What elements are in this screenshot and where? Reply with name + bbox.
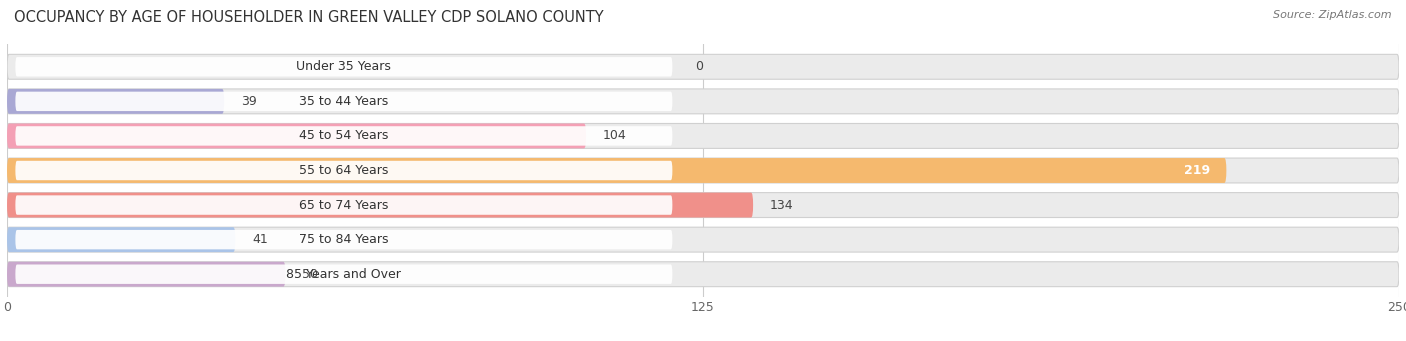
Text: 35 to 44 Years: 35 to 44 Years — [299, 95, 388, 108]
Text: Source: ZipAtlas.com: Source: ZipAtlas.com — [1274, 10, 1392, 20]
Text: 219: 219 — [1184, 164, 1209, 177]
FancyBboxPatch shape — [7, 89, 1399, 114]
FancyBboxPatch shape — [15, 126, 672, 146]
FancyBboxPatch shape — [7, 123, 586, 148]
Text: 75 to 84 Years: 75 to 84 Years — [299, 233, 388, 246]
FancyBboxPatch shape — [7, 123, 1399, 148]
Text: 39: 39 — [240, 95, 257, 108]
FancyBboxPatch shape — [15, 195, 672, 215]
Text: OCCUPANCY BY AGE OF HOUSEHOLDER IN GREEN VALLEY CDP SOLANO COUNTY: OCCUPANCY BY AGE OF HOUSEHOLDER IN GREEN… — [14, 10, 603, 25]
FancyBboxPatch shape — [7, 158, 1399, 183]
Text: 0: 0 — [695, 60, 703, 73]
Text: 50: 50 — [302, 268, 318, 281]
FancyBboxPatch shape — [7, 193, 754, 218]
Text: 41: 41 — [252, 233, 267, 246]
FancyBboxPatch shape — [15, 161, 672, 180]
FancyBboxPatch shape — [15, 92, 672, 111]
FancyBboxPatch shape — [7, 227, 235, 252]
FancyBboxPatch shape — [7, 227, 1399, 252]
FancyBboxPatch shape — [7, 262, 285, 287]
FancyBboxPatch shape — [7, 262, 1399, 287]
Text: 65 to 74 Years: 65 to 74 Years — [299, 198, 388, 211]
FancyBboxPatch shape — [7, 158, 1226, 183]
Text: 45 to 54 Years: 45 to 54 Years — [299, 130, 388, 143]
Text: Under 35 Years: Under 35 Years — [297, 60, 391, 73]
FancyBboxPatch shape — [15, 230, 672, 249]
FancyBboxPatch shape — [7, 89, 224, 114]
FancyBboxPatch shape — [7, 54, 1399, 79]
Text: 134: 134 — [770, 198, 793, 211]
Text: 85 Years and Over: 85 Years and Over — [287, 268, 401, 281]
FancyBboxPatch shape — [7, 193, 1399, 218]
Text: 104: 104 — [603, 130, 627, 143]
Text: 55 to 64 Years: 55 to 64 Years — [299, 164, 388, 177]
FancyBboxPatch shape — [15, 57, 672, 76]
FancyBboxPatch shape — [15, 265, 672, 284]
